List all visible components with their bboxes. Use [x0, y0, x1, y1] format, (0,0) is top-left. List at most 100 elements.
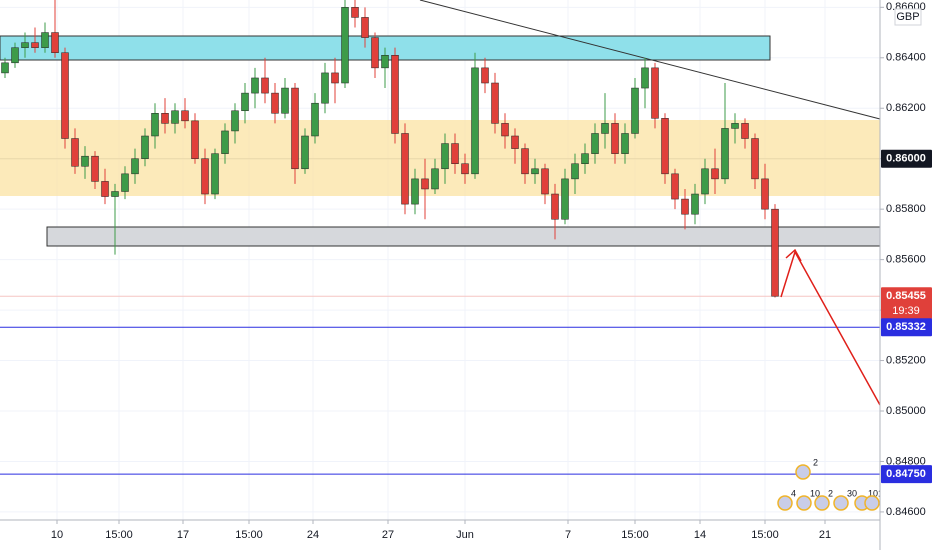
candle-body [71, 138, 79, 167]
candle-body [171, 110, 179, 124]
candle-body [51, 32, 59, 53]
candle-body [421, 178, 429, 190]
candle-body [91, 155, 99, 182]
arrow-head [785, 248, 802, 262]
price-label: 0.85332 [886, 321, 926, 333]
y-tick-label: 0.85200 [886, 354, 926, 366]
event-label: 4 [791, 488, 796, 498]
candle-body [231, 110, 239, 132]
candle-body [461, 163, 469, 175]
price-label-box [881, 465, 932, 484]
arrow [780, 248, 881, 406]
candle-body [251, 77, 259, 94]
candle-body [101, 181, 109, 197]
candle-body [441, 143, 449, 170]
x-tick-label: 15:00 [235, 529, 263, 541]
price-label-box [881, 318, 932, 337]
currency-box [894, 8, 922, 26]
currency: GBP [896, 11, 919, 23]
candle-body [371, 37, 379, 69]
trendline [419, 0, 881, 120]
candle-body [291, 87, 299, 170]
candle-body [241, 92, 249, 112]
time-axis [0, 520, 880, 550]
candle-body [391, 55, 399, 134]
y-tick-label: 0.86400 [886, 52, 926, 64]
candle-body [11, 47, 19, 64]
candle-body [221, 130, 229, 154]
candle-body [201, 158, 209, 195]
candle-body [341, 7, 349, 84]
candle-body [261, 77, 269, 94]
event-label: 2 [813, 457, 818, 467]
candle-body [141, 135, 149, 159]
event-icon [864, 495, 880, 511]
candle-body [481, 67, 489, 84]
candle-body [751, 138, 759, 180]
y-tick-label: 0.84600 [886, 506, 926, 518]
candle-body [211, 153, 219, 195]
candle-body [701, 168, 709, 195]
event-icon [777, 495, 793, 511]
candle-body [741, 123, 749, 139]
price-axis [880, 0, 932, 550]
candle-body [601, 123, 609, 134]
event-icon [814, 495, 830, 511]
y-tick-label: 0.85600 [886, 254, 926, 266]
candle-body [431, 168, 439, 190]
x-tick-label: 7 [565, 529, 571, 541]
candle-body [561, 178, 569, 220]
candle-body [611, 123, 619, 154]
candle-body [671, 173, 679, 200]
candle-body [281, 87, 289, 114]
candle-body [651, 67, 659, 119]
candle-body [331, 72, 339, 84]
candle-body [41, 32, 49, 48]
support-zone [46, 226, 881, 247]
x-tick-label: 27 [382, 529, 394, 541]
candle-body [301, 135, 309, 170]
candle-body [381, 55, 389, 69]
candle-body [491, 82, 499, 124]
candle-body [61, 52, 69, 139]
candle-body [761, 178, 769, 210]
event-label: 30 [847, 488, 857, 498]
y-tick-label: 0.85000 [886, 405, 926, 417]
candle-body [131, 158, 139, 175]
candle-body [531, 168, 539, 175]
x-tick-label: 15:00 [105, 529, 133, 541]
price-label: 0.86000 [886, 153, 926, 165]
candle-body [181, 110, 189, 122]
candle-body [151, 113, 159, 137]
arrow-path [780, 250, 881, 406]
candle-body [121, 173, 129, 192]
candle-body [641, 67, 649, 89]
candle-body [471, 67, 479, 175]
candle-body [541, 168, 549, 195]
candle-body [111, 191, 119, 197]
x-tick-label: 17 [177, 529, 189, 541]
candle-body [731, 123, 739, 129]
x-tick-label: 24 [307, 529, 319, 541]
x-tick-label: 14 [694, 529, 706, 541]
candle-body [271, 92, 279, 114]
candle-body [321, 72, 329, 104]
candle-body [411, 178, 419, 205]
candle-body [661, 118, 669, 175]
x-tick-label: 15:00 [751, 529, 779, 541]
candle-body [551, 193, 559, 220]
event-label: 10 [868, 488, 878, 498]
candle-body [681, 198, 689, 215]
y-tick-label: 0.85800 [886, 203, 926, 215]
event-icon [796, 495, 812, 511]
candle-body [401, 133, 409, 205]
candle-body [31, 42, 39, 48]
price-label: 0.85455 [886, 290, 926, 302]
candle-body [521, 148, 529, 175]
price-label-box [881, 287, 932, 320]
x-tick-label: 15:00 [621, 529, 649, 541]
price-label: 0.84750 [886, 468, 926, 480]
candle-body [191, 120, 199, 159]
candle-body [771, 208, 779, 297]
